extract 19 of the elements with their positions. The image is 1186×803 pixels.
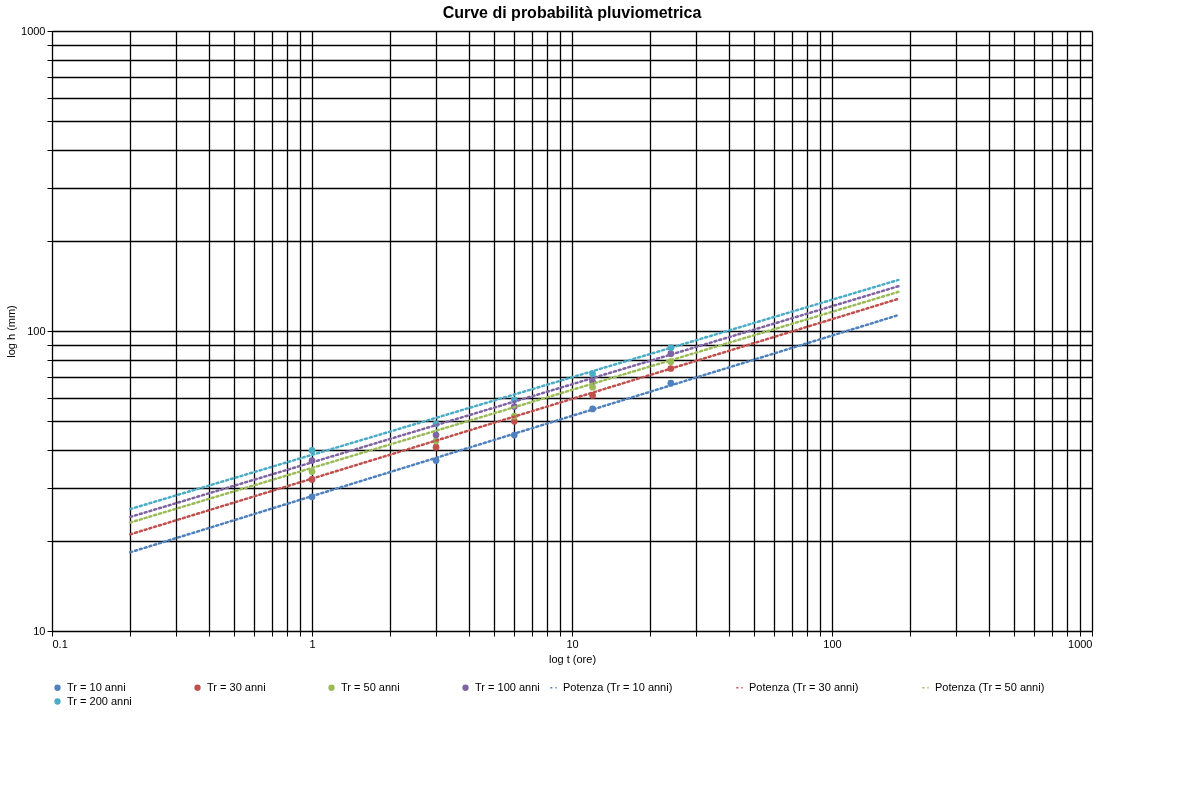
legend-label: Tr = 50 anni	[341, 680, 400, 693]
chart-title: Curve di probabilità pluviometrica	[442, 4, 702, 21]
x-tick-label: 0.1	[52, 637, 68, 650]
legend-label: Tr = 200 anni	[67, 694, 132, 707]
x-axis-title: log t (ore)	[548, 652, 597, 665]
legend-label: Tr = 30 anni	[207, 680, 266, 693]
y-tick-label: 1000	[21, 24, 46, 37]
legend-label: Potenza (Tr = 30 anni)	[749, 680, 859, 693]
y-tick-label: 10	[33, 624, 46, 637]
legend-label: Tr = 100 anni	[475, 680, 540, 693]
y-tick-label: 100	[27, 324, 46, 337]
x-tick-label: 100	[823, 637, 842, 650]
y-axis-title: log h (mm)	[5, 305, 18, 358]
x-tick-label: 1	[309, 637, 316, 650]
legend-label: Tr = 10 anni	[67, 680, 126, 693]
legend-label: Potenza (Tr = 50 anni)	[935, 680, 1045, 693]
legend-label: Potenza (Tr = 10 anni)	[563, 680, 673, 693]
x-tick-label: 10	[566, 637, 579, 650]
x-tick-label: 1000	[1068, 637, 1093, 650]
